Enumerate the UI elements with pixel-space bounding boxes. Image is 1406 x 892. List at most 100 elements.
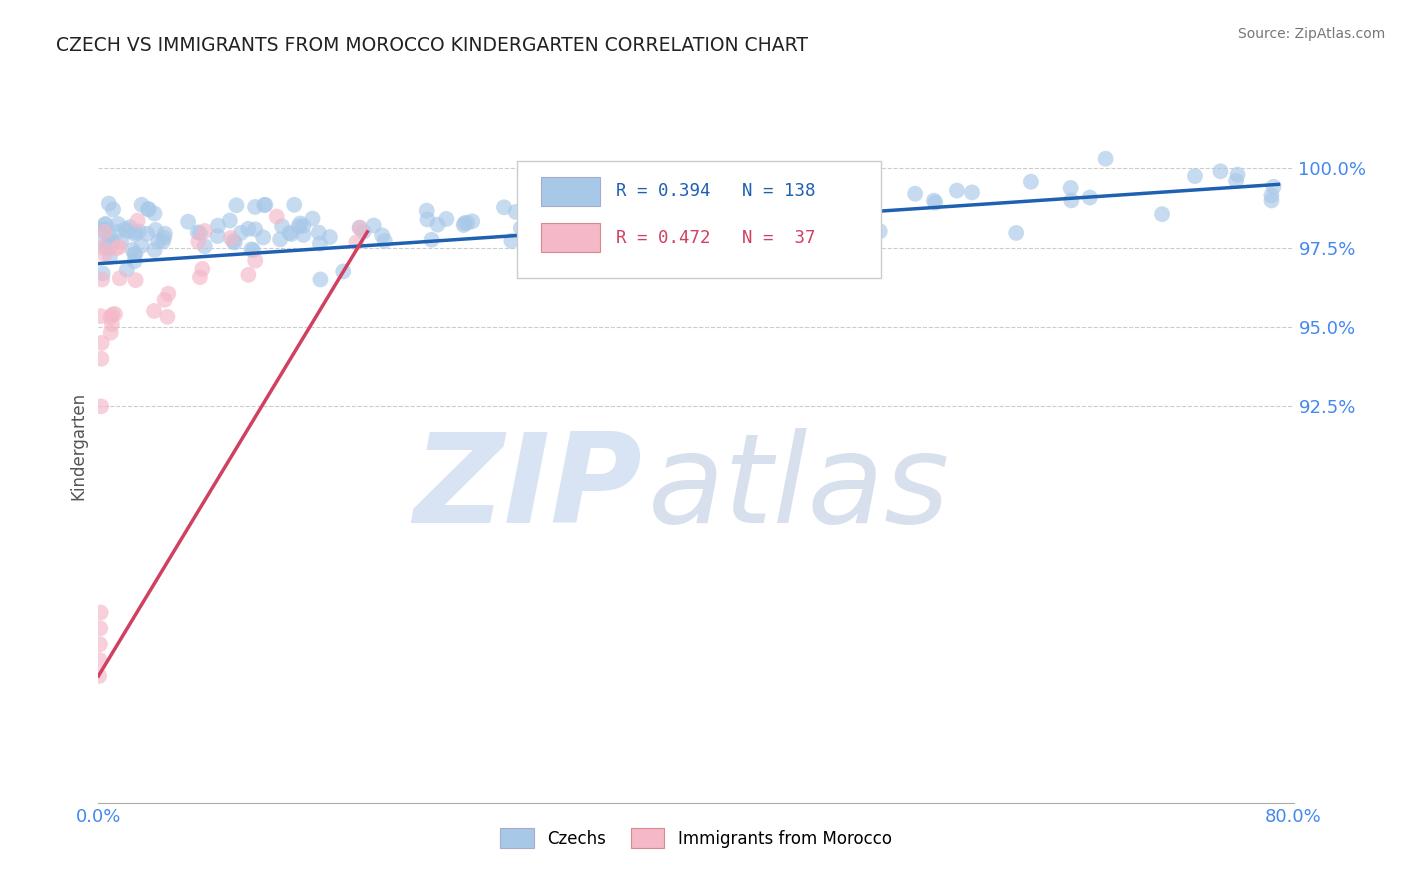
Point bbox=[254, 198, 277, 212]
Point bbox=[280, 227, 302, 241]
Point bbox=[107, 217, 129, 231]
Point bbox=[253, 198, 276, 212]
Point bbox=[101, 308, 124, 322]
Point bbox=[652, 218, 675, 232]
Point bbox=[101, 235, 124, 249]
Point bbox=[101, 202, 124, 217]
Point bbox=[283, 198, 305, 212]
Point bbox=[278, 226, 301, 240]
Point bbox=[98, 228, 121, 243]
Point bbox=[100, 326, 122, 340]
Point bbox=[1260, 188, 1282, 202]
Point bbox=[157, 286, 180, 301]
Point bbox=[218, 213, 240, 227]
Text: CZECH VS IMMIGRANTS FROM MOROCCO KINDERGARTEN CORRELATION CHART: CZECH VS IMMIGRANTS FROM MOROCCO KINDERG… bbox=[56, 36, 808, 54]
Point bbox=[668, 228, 690, 243]
Point bbox=[224, 235, 246, 250]
Point bbox=[349, 221, 371, 235]
Point bbox=[517, 223, 540, 237]
Point bbox=[453, 218, 475, 232]
Point bbox=[245, 253, 267, 268]
Point bbox=[89, 621, 111, 635]
Text: R = 0.394   N = 138: R = 0.394 N = 138 bbox=[616, 182, 815, 200]
Point bbox=[593, 197, 616, 211]
FancyBboxPatch shape bbox=[541, 223, 600, 252]
Point bbox=[924, 195, 946, 210]
Point bbox=[91, 241, 114, 255]
Point bbox=[292, 219, 315, 233]
Point bbox=[108, 271, 131, 285]
Point bbox=[524, 239, 547, 253]
Point bbox=[1005, 226, 1028, 240]
Point bbox=[869, 224, 891, 238]
Point bbox=[509, 221, 531, 235]
Point bbox=[128, 224, 150, 238]
Point bbox=[115, 262, 138, 277]
Point bbox=[1225, 174, 1247, 188]
Point bbox=[91, 272, 114, 286]
Point bbox=[90, 400, 112, 414]
Point bbox=[153, 227, 176, 241]
Point bbox=[534, 205, 557, 219]
Point bbox=[776, 182, 799, 196]
Point bbox=[252, 230, 274, 244]
FancyBboxPatch shape bbox=[541, 177, 600, 205]
Point bbox=[1260, 194, 1282, 208]
Point bbox=[124, 247, 146, 261]
Point bbox=[194, 239, 217, 253]
Point bbox=[90, 309, 112, 323]
Point bbox=[245, 222, 267, 236]
Point bbox=[835, 178, 858, 193]
Point bbox=[127, 213, 149, 227]
Point bbox=[97, 235, 120, 250]
Point bbox=[187, 235, 209, 249]
Point bbox=[110, 234, 132, 248]
Point bbox=[301, 211, 323, 226]
Point bbox=[1094, 152, 1116, 166]
Point bbox=[770, 186, 793, 201]
Point bbox=[501, 234, 523, 248]
Point bbox=[89, 669, 111, 683]
Point bbox=[287, 219, 309, 234]
Point bbox=[456, 216, 478, 230]
Point bbox=[718, 227, 741, 241]
Point bbox=[108, 240, 131, 254]
Point bbox=[922, 194, 945, 208]
Point bbox=[589, 202, 612, 216]
Point bbox=[416, 212, 439, 227]
Text: atlas: atlas bbox=[648, 428, 950, 549]
Point bbox=[222, 234, 245, 248]
Point bbox=[156, 310, 179, 324]
Point bbox=[194, 224, 217, 238]
Point bbox=[90, 335, 112, 350]
Point bbox=[120, 220, 142, 235]
Point bbox=[152, 235, 174, 249]
Point bbox=[207, 229, 229, 244]
Point bbox=[93, 223, 115, 237]
Point bbox=[505, 205, 527, 219]
Point bbox=[187, 225, 209, 239]
Point bbox=[143, 206, 166, 220]
Point bbox=[91, 266, 114, 280]
Point bbox=[309, 272, 332, 286]
Point bbox=[745, 190, 768, 204]
Point bbox=[93, 222, 115, 236]
Point bbox=[1184, 169, 1206, 183]
Point bbox=[131, 198, 153, 212]
Point bbox=[605, 231, 627, 245]
Point bbox=[1060, 194, 1083, 208]
Point bbox=[104, 307, 127, 321]
Point bbox=[243, 200, 266, 214]
Point bbox=[124, 225, 146, 239]
Point bbox=[98, 241, 121, 255]
Point bbox=[352, 225, 374, 239]
Point bbox=[1152, 207, 1174, 221]
Point bbox=[344, 235, 367, 250]
Point bbox=[207, 219, 229, 233]
Point bbox=[960, 186, 983, 200]
Point bbox=[90, 351, 112, 366]
Point bbox=[242, 243, 264, 257]
Point bbox=[269, 232, 291, 246]
Point bbox=[292, 227, 315, 242]
Point bbox=[374, 234, 396, 248]
